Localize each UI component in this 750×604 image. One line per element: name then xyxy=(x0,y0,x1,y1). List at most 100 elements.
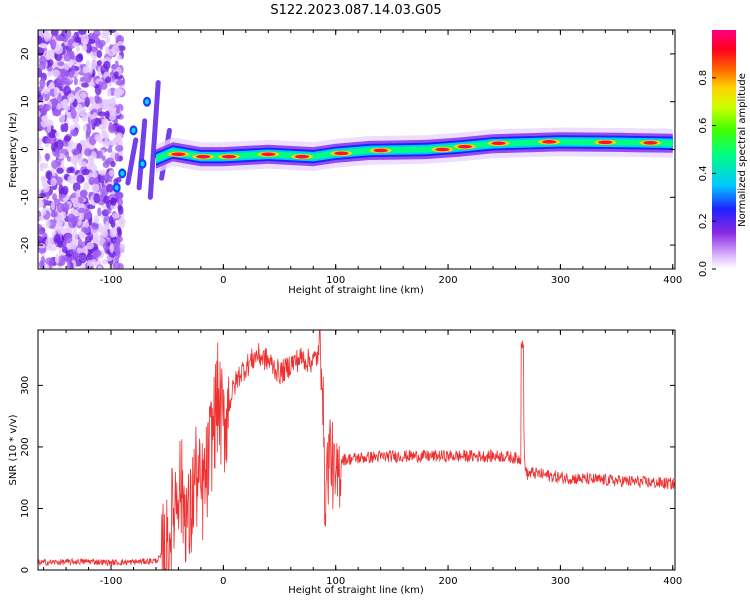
spectrogram-noise-blob xyxy=(67,213,76,223)
spectrogram-noise-blob xyxy=(87,259,92,269)
spectrogram-noise-blob xyxy=(97,207,102,217)
spectrogram-noise-blob xyxy=(111,213,120,219)
spectrogram-noise-blob xyxy=(106,207,112,215)
spectrogram-noise-blob xyxy=(97,265,103,269)
spectrogram-blob-core xyxy=(131,127,136,133)
spectrogram-noise-blob xyxy=(116,79,125,86)
colorbar-tick-label: 0.6 xyxy=(698,118,709,134)
spectrogram-noise-blob xyxy=(114,152,120,162)
spectrogram-noise-blob xyxy=(45,170,53,180)
spectrogram-noise-blob xyxy=(71,148,81,156)
spectrogram-noise-blob xyxy=(86,124,92,136)
spectrogram-blob-core xyxy=(144,99,149,105)
spectrogram-noise-blob xyxy=(115,144,124,152)
spectrogram-noise-blob xyxy=(38,229,44,236)
spectrogram-noise-blob xyxy=(116,54,123,61)
spectrogram-blob-core xyxy=(120,170,125,176)
spectrogram-noise-blob xyxy=(61,202,70,214)
spectrogram-noise-blob xyxy=(104,172,110,182)
snr-ytick-label: 200 xyxy=(20,437,31,456)
spectrogram-noise-blob xyxy=(88,157,95,167)
spectrogram-noise-blob xyxy=(102,229,109,238)
snr-ylabel: SNR (10 * v/v) xyxy=(8,414,19,485)
spectrogram-noise-blob xyxy=(67,174,76,184)
spectrogram-noise-blob xyxy=(83,182,90,191)
spectrogram-noise-blob xyxy=(114,256,120,264)
spectrogram-xlabel: Height of straight line (km) xyxy=(288,285,424,296)
spectrogram-noise-blob xyxy=(116,226,122,234)
spectrogram-noise-blob xyxy=(52,97,58,109)
spectrogram-noise-blob xyxy=(38,137,43,144)
spectrogram-noise-blob xyxy=(81,44,88,52)
spectrogram-noise-blob xyxy=(54,51,63,62)
spectrogram-noise-blob xyxy=(75,103,83,112)
spectrogram-noise-blob xyxy=(79,190,88,198)
spectrogram-hotspot-core xyxy=(295,154,310,159)
spectrogram-noise-blob xyxy=(85,60,90,67)
snr-ytick-label: 0 xyxy=(20,567,31,573)
spectrogram-noise-blob xyxy=(39,77,46,89)
spectrogram-noise-blob xyxy=(109,169,114,177)
spectrogram-xtick-label: 400 xyxy=(663,275,682,286)
spectrogram-noise-blob xyxy=(41,208,47,216)
spectrogram-noise-blob xyxy=(39,162,49,169)
colorbar: 0.0 0.2 0.4 0.6 0.8 Normalized spectral ampl… xyxy=(698,30,748,277)
spectrogram-noise-blob xyxy=(105,35,111,44)
colorbar-ticks: 0.0 0.2 0.4 0.6 0.8 xyxy=(698,70,716,277)
spectrogram-noise-blob xyxy=(77,238,83,250)
spectrogram-noise-blob xyxy=(45,219,51,229)
spectrogram-noise-blob xyxy=(38,152,41,163)
spectrogram-noise-blob xyxy=(110,160,116,168)
spectrogram-noise-blob xyxy=(81,82,89,88)
spectrogram-noise-blob xyxy=(70,108,77,119)
spectrogram-streak xyxy=(147,80,161,200)
spectrogram-noise-blob xyxy=(102,140,111,148)
spectrogram-hotspot-core xyxy=(542,140,557,144)
spectrogram-hotspot-core xyxy=(643,141,658,145)
spectrogram-blob-core xyxy=(140,161,145,167)
spectrogram-noise-blob xyxy=(104,132,109,141)
spectrogram-noise-blob xyxy=(111,45,120,55)
spectrogram-noise-blob xyxy=(99,42,104,51)
spectrogram-noise-blob xyxy=(43,263,50,269)
spectrogram-streak xyxy=(136,118,148,191)
spectrogram-noise-blob xyxy=(68,241,74,250)
spectrogram-noise-blob xyxy=(41,87,50,95)
spectrogram-noise-blob xyxy=(98,81,104,88)
spectrogram-noise-blob xyxy=(111,64,118,70)
spectrogram-noise-blob xyxy=(113,71,119,78)
spectrogram-hotspot-core xyxy=(598,140,613,145)
snr-content xyxy=(38,330,675,570)
spectrogram-noise-blob xyxy=(104,158,110,166)
spectrogram-noise-blob xyxy=(108,112,117,121)
spectrogram-noise-blob xyxy=(96,103,105,109)
spectrogram-noise-blob xyxy=(90,151,97,160)
spectrogram-ridge-band xyxy=(156,139,673,162)
spectrogram-noise-blob xyxy=(108,121,113,132)
spectrogram-noise-blob xyxy=(82,124,88,132)
spectrogram-noise-blob xyxy=(72,182,81,192)
spectrogram-noise-blob xyxy=(91,221,99,230)
spectrogram-noise-blob xyxy=(115,238,121,249)
spectrogram-hotspot-core xyxy=(196,154,211,159)
spectrogram-noise-blob xyxy=(73,77,78,86)
snr-xlabel: Height of straight line (km) xyxy=(288,585,424,596)
snr-xtick-label: 400 xyxy=(663,576,682,587)
spectrogram-noise-blob xyxy=(80,140,87,149)
spectrogram-noise-blob xyxy=(93,193,101,204)
spectrogram-noise-blob xyxy=(92,112,98,119)
spectrogram-content xyxy=(38,30,673,269)
spectrogram-noise-blob xyxy=(51,159,61,170)
spectrogram-ytick-label: 20 xyxy=(20,48,31,61)
snr-frame xyxy=(37,329,676,571)
spectrogram-noise-blob xyxy=(99,169,106,176)
spectrogram-noise-blob xyxy=(93,214,100,224)
spectrogram-noise-blob xyxy=(110,197,117,206)
spectrogram-hotspot-core xyxy=(373,148,388,153)
spectrogram-noise-blob xyxy=(50,39,57,50)
spectrogram-noise-blob xyxy=(55,131,60,138)
spectrogram-noise-blob xyxy=(84,212,92,220)
